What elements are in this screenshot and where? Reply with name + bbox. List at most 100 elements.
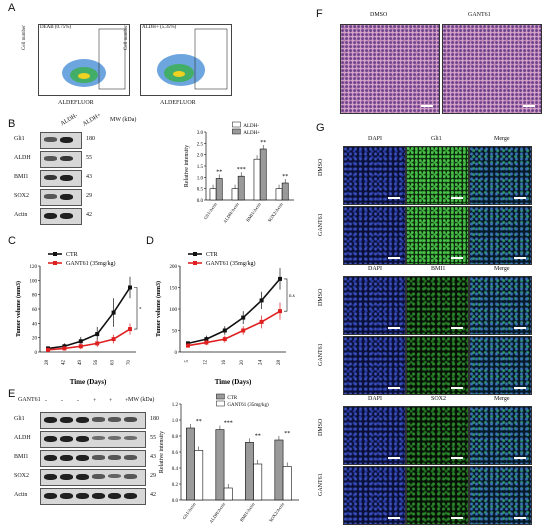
chart-d: 0 50 100 150 200 5 12 16 20 24 28 n.s Tumor volume (… — [155, 252, 295, 386]
series-line — [187, 278, 281, 345]
y-tick-label: 0.8 — [172, 435, 179, 440]
blot-e-band — [76, 436, 89, 442]
bar — [275, 188, 283, 201]
scale-bar — [388, 457, 400, 459]
y-tick-label: 2.5 — [197, 142, 204, 147]
flow-plot-aldh-svg — [157, 28, 228, 90]
y-tick-label: 0.0 — [197, 199, 204, 204]
if-row-label: DMSO — [318, 158, 324, 176]
scale-bar — [514, 457, 526, 459]
x-tick-label: 63 — [111, 360, 116, 366]
x-tick-label: 12 — [203, 360, 208, 366]
if-col-header: SOX2 — [431, 396, 447, 402]
blot-e-band — [124, 455, 137, 460]
bar — [259, 148, 267, 201]
flow-plot-aldh — [140, 24, 232, 96]
significance: *** — [224, 421, 233, 427]
data-point — [62, 344, 67, 349]
blot-e-sign: - — [77, 398, 79, 404]
y-tick-label: 100 — [30, 279, 38, 284]
if-image — [406, 206, 469, 265]
if-image — [469, 466, 532, 525]
if-image — [343, 336, 406, 395]
if-image — [406, 466, 469, 525]
flow-peak — [173, 71, 185, 77]
blot-b-band — [60, 156, 73, 162]
if-image — [343, 406, 406, 465]
if-image — [343, 146, 406, 205]
bar — [215, 178, 223, 201]
blot-e-mw: 42 — [150, 492, 156, 498]
scale-bar — [388, 197, 400, 199]
blot-e-sign: + — [109, 398, 113, 404]
blot-e-row-label: ALDH — [14, 435, 31, 441]
x-axis-label: Time (Days) — [70, 378, 107, 386]
blot-e-band — [44, 493, 57, 499]
blot-e-band — [44, 436, 57, 442]
bar — [281, 182, 289, 201]
blot-b-band — [44, 213, 57, 219]
blot-b-lane-1: ALDH- — [59, 112, 79, 128]
significance: ** — [216, 169, 222, 175]
legend-label: GANT61 (35mg/kg) — [227, 403, 269, 408]
if-image — [406, 336, 469, 395]
significance: * — [139, 307, 142, 312]
data-point — [62, 346, 67, 351]
bar — [215, 429, 225, 501]
y-tick-label: 0.0 — [172, 499, 179, 504]
y-tick-label: 0.2 — [172, 483, 179, 488]
blot-e-band — [92, 436, 105, 440]
y-tick-label: 120 — [30, 265, 38, 270]
blot-b-band — [44, 194, 57, 199]
blot-e-band — [92, 474, 105, 479]
blot-b-band — [60, 194, 73, 200]
scale-bar — [451, 517, 463, 519]
bar — [186, 427, 195, 501]
blot-e-band — [108, 493, 121, 499]
scale-bar — [514, 387, 526, 389]
x-tick-label: 20 — [240, 360, 245, 366]
blot-e-band — [108, 474, 121, 479]
blot-e-band — [60, 417, 73, 423]
if-image — [406, 276, 469, 335]
blot-e-row-label: BMI1 — [14, 454, 29, 460]
y-tick-label: 1.5 — [197, 165, 204, 170]
data-point — [46, 347, 50, 352]
if-image — [343, 466, 406, 525]
data-point — [95, 341, 100, 346]
legend-label: GANT61 (35mg/kg) — [206, 260, 256, 267]
blot-b-mw: 42 — [86, 212, 92, 218]
chart-e: 0.0 0.2 0.4 0.6 0.8 1.0 1.2 ** Gli1/Actin *** ALDH… — [159, 393, 299, 524]
he-image-gant61 — [442, 24, 542, 114]
if-image — [469, 406, 532, 465]
flow-aldh-xlabel: ALDEFLUOR — [160, 100, 196, 106]
if-col-header: DAPI — [368, 266, 383, 272]
data-point — [204, 340, 209, 345]
x-tick-label: 28 — [45, 360, 50, 366]
blot-b-mw: 180 — [86, 136, 95, 142]
y-tick-label: 3.0 — [197, 131, 204, 136]
y-tick-label: 1.2 — [172, 403, 179, 408]
bar — [231, 188, 239, 201]
legend-swatch — [216, 400, 225, 407]
legend-swatch — [232, 121, 241, 128]
blot-b-row-label: Actin — [14, 212, 28, 218]
scale-bar — [451, 387, 463, 389]
blot-e-band — [76, 455, 89, 461]
blot-e-band — [76, 493, 89, 499]
x-tick-label: ALDH/Actin — [222, 201, 240, 224]
if-col-header: Gli1 — [431, 136, 442, 142]
blot-e-band — [108, 455, 121, 460]
flow-deab-title: DEAB (0.75%) — [40, 25, 72, 30]
blot-b-row-label: ALDH — [14, 155, 31, 161]
significance: ** — [284, 431, 290, 437]
flow-plot-deab-svg — [62, 28, 126, 90]
blot-b-band — [44, 137, 57, 142]
y-tick-label: 2.0 — [197, 154, 204, 159]
panel-label-d: D — [146, 235, 154, 247]
panel-label-b: B — [8, 118, 16, 130]
y-tick-label: 0.5 — [197, 188, 204, 193]
significance: *** — [237, 167, 246, 173]
x-tick-label: ALDH/Actin — [208, 501, 226, 524]
panel-label-c: C — [8, 235, 16, 247]
